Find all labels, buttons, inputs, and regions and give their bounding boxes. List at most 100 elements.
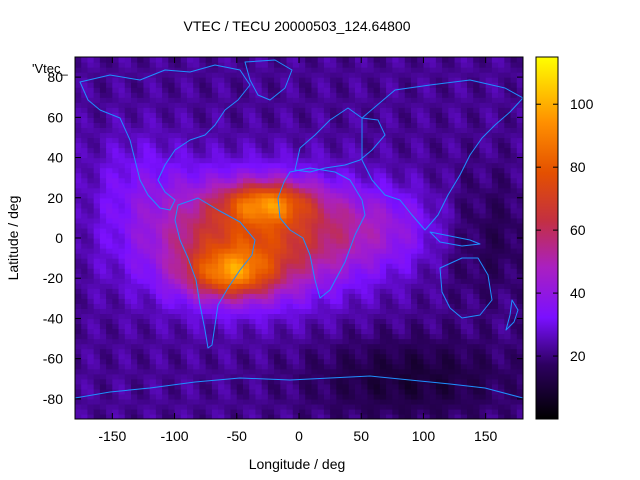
heatmap-cell	[106, 408, 113, 415]
heatmap-cell	[93, 77, 101, 83]
heatmap-cell	[267, 97, 275, 103]
heatmap-cell	[442, 67, 449, 73]
heatmap-cell	[491, 328, 499, 335]
heatmap-cell	[417, 212, 425, 219]
heatmap-cell	[243, 227, 250, 234]
heatmap-cell	[124, 107, 132, 113]
heatmap-cell	[392, 77, 400, 83]
heatmap-cell	[361, 192, 369, 199]
heatmap-cell	[199, 137, 207, 144]
heatmap-cell	[143, 393, 151, 400]
heatmap-cell	[255, 102, 263, 108]
heatmap-cell	[336, 177, 344, 184]
heatmap-cell	[280, 122, 288, 128]
heatmap-cell	[193, 293, 201, 299]
heatmap-cell	[224, 248, 232, 254]
heatmap-cell	[131, 162, 138, 169]
heatmap-cell	[448, 182, 456, 189]
heatmap-cell	[255, 273, 263, 279]
heatmap-cell	[367, 62, 375, 68]
heatmap-cell	[361, 62, 369, 68]
heatmap-cell	[155, 87, 163, 93]
heatmap-cell	[411, 318, 418, 325]
heatmap-cell	[498, 232, 505, 239]
heatmap-cell	[491, 398, 499, 405]
heatmap-cell	[112, 57, 120, 63]
heatmap-cell	[460, 67, 468, 73]
heatmap-cell	[361, 92, 369, 98]
heatmap-cell	[473, 207, 481, 214]
heatmap-cell	[255, 107, 263, 113]
heatmap-cell	[162, 338, 169, 345]
heatmap-cell	[124, 268, 132, 274]
heatmap-cell	[361, 393, 369, 400]
heatmap-cell	[498, 358, 505, 365]
heatmap-cell	[311, 318, 319, 325]
heatmap-cell	[448, 273, 456, 279]
heatmap-cell	[236, 207, 244, 214]
heatmap-cell	[255, 253, 263, 259]
heatmap-cell	[280, 57, 288, 63]
heatmap-cell	[118, 127, 126, 134]
heatmap-cell	[355, 87, 362, 93]
heatmap-cell	[467, 373, 474, 380]
heatmap-cell	[435, 172, 443, 179]
heatmap-cell	[236, 303, 244, 309]
heatmap-cell	[373, 197, 381, 204]
heatmap-cell	[87, 137, 95, 144]
heatmap-cell	[243, 368, 250, 375]
heatmap-cell	[193, 62, 201, 68]
heatmap-cell	[386, 308, 393, 315]
heatmap-cell	[155, 177, 163, 184]
heatmap-cell	[230, 217, 238, 224]
heatmap-cell	[305, 318, 313, 325]
heatmap-cell	[211, 147, 219, 154]
heatmap-cell	[286, 308, 294, 315]
heatmap-cell	[299, 187, 306, 194]
heatmap-cell	[448, 353, 456, 360]
heatmap-cell	[355, 77, 362, 83]
heatmap-cell	[211, 197, 219, 204]
heatmap-cell	[398, 217, 406, 224]
heatmap-cell	[180, 202, 188, 209]
heatmap-cell	[286, 393, 294, 400]
heatmap-cell	[361, 142, 369, 149]
heatmap-cell	[106, 157, 113, 164]
heatmap-cell	[442, 308, 449, 315]
heatmap-cell	[367, 278, 375, 284]
heatmap-cell	[498, 383, 505, 390]
heatmap-cell	[479, 413, 487, 419]
heatmap-cell	[168, 313, 176, 320]
heatmap-cell	[467, 353, 474, 360]
heatmap-cell	[224, 137, 232, 144]
heatmap-cell	[205, 67, 213, 73]
heatmap-cell	[87, 232, 95, 239]
heatmap-cell	[398, 253, 406, 259]
heatmap-cell	[143, 318, 151, 325]
heatmap-cell	[162, 82, 169, 88]
heatmap-cell	[305, 393, 313, 400]
heatmap-cell	[243, 152, 250, 159]
heatmap-cell	[205, 107, 213, 113]
heatmap-cell	[299, 197, 306, 204]
heatmap-cell	[299, 273, 306, 279]
heatmap-cell	[131, 288, 138, 294]
heatmap-cell	[485, 328, 493, 335]
heatmap-cell	[379, 77, 387, 83]
heatmap-cell	[286, 167, 294, 174]
heatmap-cell	[336, 353, 344, 360]
heatmap-cell	[137, 278, 145, 284]
heatmap-cell	[330, 217, 337, 224]
heatmap-cell	[211, 298, 219, 304]
heatmap-cell	[305, 313, 313, 320]
heatmap-cell	[299, 57, 306, 63]
heatmap-cell	[373, 378, 381, 385]
heatmap-cell	[193, 132, 201, 139]
heatmap-cell	[379, 303, 387, 309]
heatmap-cell	[131, 268, 138, 274]
heatmap-cell	[373, 353, 381, 360]
heatmap-cell	[473, 202, 481, 209]
heatmap-cell	[112, 232, 120, 239]
heatmap-cell	[442, 383, 449, 390]
heatmap-cell	[392, 413, 400, 419]
